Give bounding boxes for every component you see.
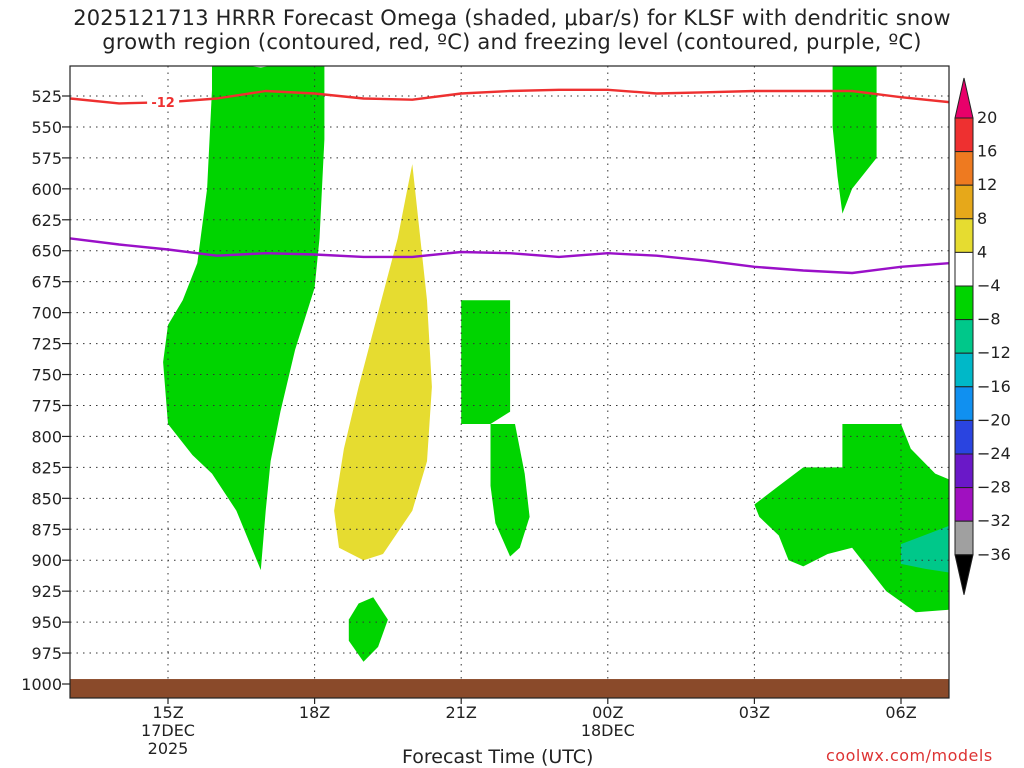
colorbar-label-8: −16 [977,377,1011,396]
y-tick-label-10: 775 [31,396,62,415]
y-tick-label-3: 600 [31,180,62,199]
colorbar-box-1 [954,117,974,153]
y-tick-label-15: 900 [31,551,62,570]
x-tick-label-1-0: 18Z [299,703,330,722]
x-tick-label-5-0: 06Z [885,703,916,722]
colorbar-box-6 [954,285,974,321]
y-tick-label-5: 650 [31,242,62,261]
y-tick-label-1: 550 [31,118,62,137]
colorbar-box-13 [954,520,974,556]
colorbar-label-12: −32 [977,511,1011,530]
y-tick-label-18: 975 [31,644,62,663]
colorbar-box-2 [954,151,974,186]
colorbar-label-1: 16 [977,142,997,161]
colorbar-box-8 [954,352,974,388]
contour-label-0: -12 [151,96,175,111]
colorbar-label-0: 20 [977,108,997,127]
x-tick-label-3-1: 18DEC [581,721,635,740]
y-tick-label-9: 750 [31,366,62,385]
colorbar-box-3 [954,184,974,220]
y-tick-label-6: 675 [31,273,62,292]
y-tick-label-7: 700 [31,304,62,323]
plot-frame [69,65,950,699]
colorbar-box-4 [954,218,974,253]
x-tick-label-0-2: 2025 [148,739,189,758]
colorbar-box-12 [954,487,974,522]
y-tick-label-4: 625 [31,211,62,230]
colorbar-label-3: 8 [977,209,987,228]
y-tick-label-19: 1000 [21,675,62,694]
x-tick-label-4-0: 03Z [739,703,770,722]
y-axis: 525 550 575 600 625 650 675 700 725 750 775 800 825 8… [21,87,70,694]
shaded-region-2 [348,597,388,662]
y-tick-label-8: 725 [31,335,62,354]
credit-text: coolwx.com/models [826,746,993,765]
y-tick-label-13: 850 [31,489,62,508]
y-tick-label-0: 525 [31,87,62,106]
y-tick-label-2: 575 [31,149,62,168]
colorbar-label-10: −24 [977,444,1011,463]
contour-label-bg-0 [147,94,180,111]
x-tick-label-0-0: 15Z [152,703,183,722]
shaded-region-4 [490,424,530,557]
title-line2: growth region (contoured, red, ºC) and f… [102,30,922,54]
colorbar-box-5 [954,251,974,287]
chart-title: 2025121713 HRRR Forecast Omega (shaded, … [0,6,1024,54]
colorbar-label-11: −28 [977,478,1011,497]
y-tick-label-17: 950 [31,613,62,632]
colorbar-label-2: 12 [977,175,997,194]
shaded-region-6 [754,424,949,613]
contour-line-1 [70,237,949,275]
colorbar-bottom-arrow [954,554,974,595]
colorbar-label-9: −20 [977,410,1011,429]
title-line1: 2025121713 HRRR Forecast Omega (shaded, … [73,6,951,30]
colorbar-box-10 [954,419,974,455]
gridlines [70,66,949,698]
shaded-region-7 [901,525,949,573]
x-axis-label: Forecast Time (UTC) [402,746,594,768]
colorbar-box-11 [954,453,974,489]
y-tick-label-11: 800 [31,427,62,446]
colorbar-label-4: 4 [977,242,987,261]
x-tick-label-2-0: 21Z [446,703,477,722]
colorbar-label-6: −8 [977,310,1001,329]
shaded-region-0 [163,66,325,571]
y-tick-label-14: 875 [31,520,62,539]
shaded-regions [163,66,949,662]
x-tick-label-0-1: 17DEC [141,721,195,740]
x-tick-label-3-0: 00Z [592,703,623,722]
shaded-region-3 [461,300,511,424]
y-tick-label-16: 925 [31,582,62,601]
terrain-surface [70,679,949,698]
colorbar-label-7: −12 [977,343,1011,362]
shaded-region-1 [334,164,432,561]
colorbar-label-5: −4 [977,276,1001,295]
colorbar-label-13: −36 [977,545,1011,564]
contours: -12 [70,88,949,275]
y-tick-label-12: 825 [31,458,62,477]
colorbar: 20 16 12 8 4 −4 −8 −12 −16 −20 −24 −28 −32 −36 [954,77,1011,595]
contour-line-0 [70,88,949,105]
colorbar-box-7 [954,319,974,354]
colorbar-box-9 [954,386,974,421]
shaded-region-5 [832,66,877,214]
colorbar-top-arrow [954,77,974,119]
